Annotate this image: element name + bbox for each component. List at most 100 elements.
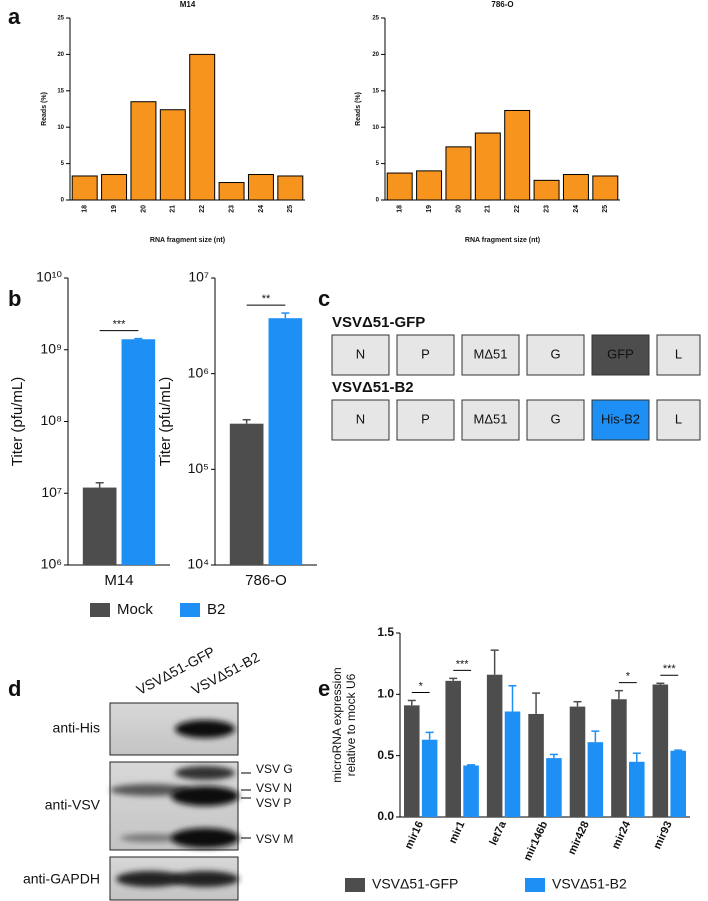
antibody-label: anti-His [53, 720, 100, 736]
y-tick-label: 0 [376, 198, 380, 204]
x-tick-label: M14 [104, 572, 133, 589]
gene-label: P [421, 411, 430, 426]
legend-swatch [345, 878, 365, 892]
x-tick-label: 22 [514, 205, 521, 213]
x-axis-label: RNA fragment size (nt) [465, 237, 540, 244]
significance-label: ** [262, 293, 271, 305]
error-bar [449, 677, 458, 681]
bar [386, 172, 413, 201]
error-bar [467, 764, 476, 766]
bar [101, 174, 128, 201]
y-tick-label: 10⁴ [187, 556, 209, 572]
blot-band [171, 828, 239, 848]
bar [629, 761, 645, 817]
x-tick-label: 21 [170, 205, 177, 213]
bar [247, 174, 274, 201]
significance-label: *** [113, 319, 127, 331]
x-tick-label: mir146b [522, 819, 551, 863]
x-tick-label: mir93 [651, 819, 674, 851]
gene-label: L [675, 411, 682, 426]
x-tick-label: 23 [228, 205, 235, 213]
y-tick-label: 25 [57, 16, 64, 22]
bar [562, 174, 589, 201]
bar [504, 711, 521, 817]
bar [82, 487, 117, 565]
significance-label: *** [663, 663, 677, 675]
bar [445, 680, 461, 817]
significance-label: * [419, 680, 424, 692]
gene-label: G [550, 411, 560, 426]
gene-box [656, 399, 701, 441]
error-bar [656, 682, 665, 685]
blot-band [175, 720, 235, 738]
y-tick-label: 10⁵ [188, 460, 209, 476]
bar [504, 109, 531, 201]
panel-label: a [8, 4, 21, 29]
bar [587, 742, 604, 817]
y-tick-label: 10 [372, 125, 379, 131]
bar [569, 706, 586, 817]
blot-band [175, 766, 235, 780]
panel-label: c [318, 286, 330, 311]
construct-name: VSVΔ51-GFP [332, 314, 425, 331]
error-bar [549, 753, 558, 759]
bar [445, 146, 472, 201]
gene-box [526, 334, 585, 376]
blot-band [110, 784, 190, 796]
x-tick-label: 22 [199, 205, 206, 213]
y-tick-label: 10¹⁰ [36, 269, 62, 285]
y-tick-label: 10⁸ [41, 412, 63, 428]
x-tick-label: 25 [287, 205, 294, 213]
y-tick-label: 10⁷ [41, 484, 62, 500]
gene-box [396, 399, 455, 441]
error-bar [425, 731, 434, 740]
bar [611, 699, 627, 817]
y-axis-label: Titer (pfu/mL) [9, 377, 26, 466]
gene-label: N [356, 411, 365, 426]
gene-box [396, 334, 455, 376]
y-axis-label: Reads (%) [355, 92, 362, 126]
x-tick-label: let7a [487, 819, 509, 848]
x-tick-label: 18 [397, 205, 404, 213]
band-label: VSV M [256, 832, 293, 846]
y-tick-label: 0.5 [377, 748, 394, 762]
x-tick-label: 25 [602, 205, 609, 213]
bar [546, 758, 562, 817]
gene-label: His-B2 [601, 411, 640, 426]
bar [189, 53, 216, 201]
y-axis-label: relative to mock U6 [344, 673, 358, 776]
antibody-label: anti-VSV [45, 797, 101, 813]
construct-name: VSVΔ51-B2 [332, 379, 414, 396]
bar [463, 765, 479, 817]
bar [528, 713, 544, 817]
x-tick-label: 24 [258, 205, 265, 213]
bar [130, 101, 157, 201]
error-bar [134, 337, 143, 340]
y-tick-label: 10 [57, 125, 64, 131]
y-tick-label: 0.0 [377, 809, 394, 823]
panel-label: e [318, 676, 330, 701]
blot [109, 702, 239, 901]
bar [159, 109, 186, 201]
chart-title: M14 [180, 0, 196, 9]
x-tick-label: 23 [543, 205, 550, 213]
y-axis-label: microRNA expression [330, 667, 344, 782]
y-tick-label: 5 [376, 161, 380, 167]
y-tick-label: 10⁶ [41, 556, 62, 572]
gene-box [591, 334, 650, 376]
y-tick-label: 20 [57, 52, 64, 58]
bar [474, 132, 501, 201]
blot-band [116, 871, 184, 887]
legend-swatch [525, 878, 545, 892]
error-bar [508, 684, 517, 712]
gene-label: N [356, 346, 365, 361]
error-bar [242, 418, 251, 424]
bar [277, 175, 304, 201]
gene-box [461, 399, 520, 441]
band-label: VSV N [256, 781, 292, 795]
error-bar [674, 749, 683, 751]
legend-label: B2 [207, 601, 225, 618]
x-tick-label: 24 [573, 205, 580, 213]
